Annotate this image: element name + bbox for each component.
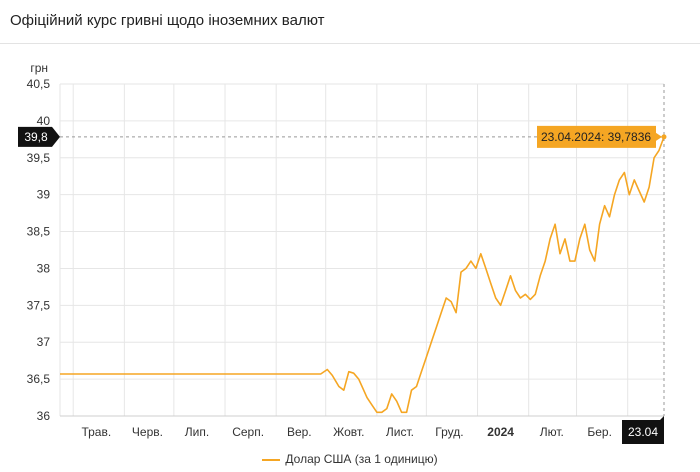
crosshair-y-label: 39,8 <box>24 130 48 144</box>
x-tick-label: Вер. <box>287 425 312 439</box>
x-tick-label: Груд. <box>435 425 463 439</box>
page-title: Офіційний курс гривні щодо іноземних вал… <box>10 12 325 29</box>
x-axis: Трав. Черв. Лип. Серп. Вер. Жовт. Лист. Груд. 20… <box>81 425 611 439</box>
y-tick-label: 38,5 <box>27 225 51 239</box>
crosshair-overlay: 39,8 23.04 23.04.2024: 39,7836 <box>18 84 667 444</box>
y-tick-label: 37 <box>37 335 51 349</box>
legend-line-icon <box>262 458 281 461</box>
x-tick-label: Лют. <box>540 425 564 439</box>
legend-label: Долар США (за 1 одиницю) <box>285 452 438 466</box>
y-tick-label: 40,5 <box>27 77 51 91</box>
x-tick-label: Бер. <box>587 425 612 439</box>
x-tick-label: 2024 <box>487 425 514 439</box>
y-tick-label: 40 <box>37 114 51 128</box>
y-tick-label: 39 <box>37 188 51 202</box>
series-line-usd <box>60 136 665 414</box>
tooltip-box <box>537 125 662 148</box>
x-tick-label: Жовт. <box>333 425 364 439</box>
grid <box>59 83 664 417</box>
y-axis: 36 36,5 37 37,5 38 38,5 39 39,5 40 40,5 грн <box>27 61 51 423</box>
tooltip-text: 23.04.2024: 39,7836 <box>541 130 651 144</box>
crosshair-x-tag <box>622 416 664 444</box>
y-tick-label: 39,5 <box>27 151 51 165</box>
x-tick-label: Серп. <box>232 425 264 439</box>
legend[interactable]: Долар США (за 1 одиницю) <box>0 452 700 466</box>
x-tick-label: Лип. <box>185 425 209 439</box>
header-bar: Офіційний курс гривні щодо іноземних вал… <box>0 0 700 44</box>
x-tick-label: Трав. <box>81 425 111 439</box>
series-layer <box>60 136 665 414</box>
crosshair-y-tag <box>18 126 60 147</box>
y-tick-label: 36,5 <box>27 372 51 386</box>
endpoint-marker <box>661 134 667 140</box>
x-tick-label: Черв. <box>132 425 163 439</box>
y-tick-label: 38 <box>37 261 51 275</box>
crosshair-x-label: 23.04 <box>628 425 658 439</box>
y-tick-label: 36 <box>37 409 51 423</box>
y-tick-label: 37,5 <box>27 298 51 312</box>
x-tick-label: Лист. <box>386 425 414 439</box>
y-axis-label: грн <box>30 61 48 75</box>
